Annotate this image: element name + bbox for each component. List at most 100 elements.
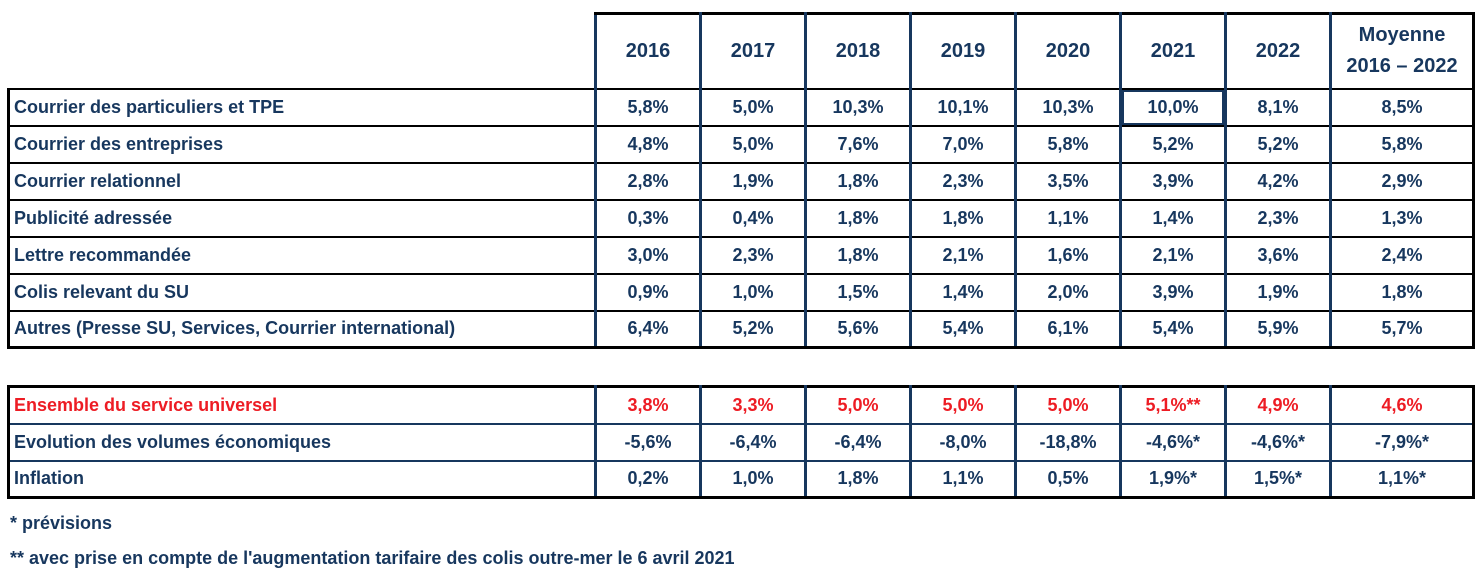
- column-header: 2020: [1014, 12, 1122, 90]
- row-label: Evolution des volumes économiques: [7, 422, 597, 462]
- value-cell: 1,9%: [699, 161, 807, 201]
- footnote-previsions: * prévisions: [10, 513, 113, 533]
- value-cell: 7,0%: [909, 124, 1017, 164]
- value-cell: 7,6%: [804, 124, 912, 164]
- value-cell: 1,8%: [804, 459, 912, 499]
- table-row: Courrier des entreprises 4,8% 5,0% 7,6% 7,0%…: [7, 124, 1475, 164]
- value-cell: 2,3%: [909, 161, 1017, 201]
- value-cell: 1,5%*: [1224, 459, 1332, 499]
- value-cell: 1,9%*: [1119, 459, 1227, 499]
- value-cell: 1,4%: [1119, 198, 1227, 238]
- row-label: Inflation: [7, 459, 597, 499]
- value-cell: 6,1%: [1014, 309, 1122, 349]
- value-cell: -8,0%: [909, 422, 1017, 462]
- value-cell: 1,3%: [1329, 198, 1475, 238]
- table-row: Publicité adressée 0,3% 0,4% 1,8% 1,8% 1,1% 1,…: [7, 198, 1475, 238]
- value-cell: -6,4%: [804, 422, 912, 462]
- value-cell: 1,8%: [1329, 272, 1475, 312]
- value-cell: 1,5%: [804, 272, 912, 312]
- value-cell: 3,9%: [1119, 272, 1227, 312]
- value-cell: 3,5%: [1014, 161, 1122, 201]
- value-cell: 5,7%: [1329, 309, 1475, 349]
- value-cell: 1,8%: [804, 161, 912, 201]
- value-cell: -4,6%*: [1224, 422, 1332, 462]
- value-cell: 1,6%: [1014, 235, 1122, 275]
- value-cell: 3,3%: [699, 385, 807, 425]
- value-cell: 2,1%: [909, 235, 1017, 275]
- value-cell: 2,0%: [1014, 272, 1122, 312]
- value-cell: 1,0%: [699, 272, 807, 312]
- value-cell: 0,4%: [699, 198, 807, 238]
- value-cell: 2,8%: [594, 161, 702, 201]
- value-cell: 5,2%: [1119, 124, 1227, 164]
- value-cell: 5,8%: [1014, 124, 1122, 164]
- column-header: 2017: [699, 12, 807, 90]
- value-cell: 5,2%: [699, 309, 807, 349]
- value-cell: 1,1%*: [1329, 459, 1475, 499]
- value-cell: 2,3%: [1224, 198, 1332, 238]
- row-label: Publicité adressée: [7, 198, 597, 238]
- value-cell: 4,2%: [1224, 161, 1332, 201]
- value-cell: 2,9%: [1329, 161, 1475, 201]
- value-cell: 5,0%: [804, 385, 912, 425]
- column-header: 2021: [1119, 12, 1227, 90]
- value-cell: -4,6%*: [1119, 422, 1227, 462]
- value-cell: 0,3%: [594, 198, 702, 238]
- value-cell: 5,8%: [594, 87, 702, 127]
- value-cell: 5,0%: [699, 87, 807, 127]
- value-cell: 4,6%: [1329, 385, 1475, 425]
- table-row: Evolution des volumes économiques -5,6% -6…: [7, 422, 1475, 462]
- row-label: Colis relevant du SU: [7, 272, 597, 312]
- column-header: 2022: [1224, 12, 1332, 90]
- value-cell: 5,8%: [1329, 124, 1475, 164]
- table-row: Courrier des particuliers et TPE 5,8% 5,0%…: [7, 87, 1475, 127]
- table-row: Inflation 0,2% 1,0% 1,8% 1,1% 0,5% 1,9%* 1,5%* 1…: [7, 459, 1475, 499]
- value-cell: 5,0%: [1014, 385, 1122, 425]
- value-cell: 2,1%: [1119, 235, 1227, 275]
- table-row: Colis relevant du SU 0,9% 1,0% 1,5% 1,4% 2,0%…: [7, 272, 1475, 312]
- value-cell: 5,1%**: [1119, 385, 1227, 425]
- value-cell: 5,6%: [804, 309, 912, 349]
- value-cell: 4,8%: [594, 124, 702, 164]
- value-cell: 1,1%: [1014, 198, 1122, 238]
- value-cell: 1,9%: [1224, 272, 1332, 312]
- summary-table: Ensemble du service universel 3,8% 3,3% 5,0…: [7, 385, 1475, 499]
- table-row: Ensemble du service universel 3,8% 3,3% 5,0…: [7, 385, 1475, 425]
- value-cell: 0,9%: [594, 272, 702, 312]
- column-header: 2018: [804, 12, 912, 90]
- tariff-evolution-table: 2016 2017 2018 2019 2020 2021 2022 Moyenne 2016…: [7, 12, 1475, 349]
- value-cell: 3,9%: [1119, 161, 1227, 201]
- footnote-tarifaire: ** avec prise en compte de l'augmentatio…: [10, 548, 735, 568]
- column-header: 2019: [909, 12, 1017, 90]
- value-cell: 5,4%: [909, 309, 1017, 349]
- column-header: Moyenne 2016 – 2022: [1329, 12, 1475, 90]
- corner-cell: [9, 14, 596, 89]
- value-cell: 1,1%: [909, 459, 1017, 499]
- row-label: Lettre recommandée: [7, 235, 597, 275]
- value-cell: 1,8%: [804, 235, 912, 275]
- value-cell: -6,4%: [699, 422, 807, 462]
- value-cell: 0,5%: [1014, 459, 1122, 499]
- value-cell: 1,8%: [804, 198, 912, 238]
- value-cell: 1,4%: [909, 272, 1017, 312]
- value-cell: 10,1%: [909, 87, 1017, 127]
- row-label: Courrier des entreprises: [7, 124, 597, 164]
- row-label: Ensemble du service universel: [7, 385, 597, 425]
- value-cell: 5,2%: [1224, 124, 1332, 164]
- header-row: 2016 2017 2018 2019 2020 2021 2022 Moyenne 2016…: [9, 12, 1475, 90]
- value-cell: 8,1%: [1224, 87, 1332, 127]
- value-cell: 0,2%: [594, 459, 702, 499]
- value-cell: -7,9%*: [1329, 422, 1475, 462]
- value-cell: 10,3%: [1014, 87, 1122, 127]
- value-cell: 4,9%: [1224, 385, 1332, 425]
- value-cell: 6,4%: [594, 309, 702, 349]
- value-cell: 8,5%: [1329, 87, 1475, 127]
- value-cell: 5,4%: [1119, 309, 1227, 349]
- value-cell: 3,6%: [1224, 235, 1332, 275]
- value-cell: 5,9%: [1224, 309, 1332, 349]
- value-cell: 10,3%: [804, 87, 912, 127]
- value-cell: 1,8%: [909, 198, 1017, 238]
- value-cell: 5,0%: [699, 124, 807, 164]
- value-cell: 3,0%: [594, 235, 702, 275]
